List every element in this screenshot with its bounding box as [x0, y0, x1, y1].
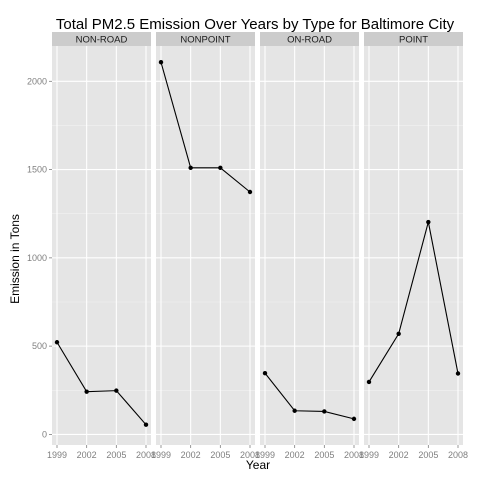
- panel-point: POINT 1999 2002 2005 2008: [359, 32, 468, 460]
- series-line: [368, 221, 459, 383]
- panel-nonpoint: NONPOINT 1999 2002 2005 2008: [151, 32, 260, 460]
- series-line: [264, 372, 355, 420]
- data-point: [262, 370, 268, 376]
- facet-strip-label: POINT: [399, 35, 428, 46]
- panel-non-road: NON-ROAD 1999 2002 2005 2008: [47, 32, 156, 460]
- x-tick-label: 2005: [106, 450, 126, 460]
- facet-strip: [52, 32, 151, 46]
- data-point: [114, 388, 119, 393]
- y-axis: 0 500 1000 1500 2000: [27, 76, 52, 439]
- series-line: [56, 341, 147, 426]
- x-tick-label: 1999: [151, 450, 171, 460]
- x-tick-label: 1999: [359, 450, 379, 460]
- x-tick-label: 1999: [47, 450, 67, 460]
- x-tick-label: 2002: [77, 450, 97, 460]
- y-tick-label: 2000: [27, 76, 47, 86]
- data-point: [396, 331, 401, 336]
- data-point: [143, 422, 149, 427]
- y-tick-label: 500: [32, 341, 47, 351]
- data-point: [218, 165, 223, 171]
- x-tick-label: 2008: [136, 450, 156, 460]
- y-axis-title: Emission in Tons: [8, 214, 22, 304]
- x-tick-label: 2008: [448, 450, 468, 460]
- y-tick-label: 1500: [27, 165, 47, 175]
- data-point: [158, 60, 164, 65]
- facet-strip-label: ON-ROAD: [287, 35, 332, 46]
- panels-layer: NON-ROAD 1999 2002 2005 2008 NONPOINT 1999 2002…: [47, 32, 468, 460]
- x-tick-label: 2005: [210, 450, 230, 460]
- panel-background: [52, 46, 151, 445]
- data-point: [247, 189, 253, 195]
- series-line: [160, 62, 251, 193]
- facet-strip: [156, 32, 255, 46]
- data-point: [366, 379, 372, 385]
- x-tick-label: 2002: [181, 450, 201, 460]
- data-point: [84, 389, 89, 394]
- data-point: [292, 408, 297, 413]
- panel-on-road: ON-ROAD 1999 2002 2005 2008: [255, 32, 364, 460]
- x-tick-label: 2005: [418, 450, 438, 460]
- data-point: [426, 219, 431, 225]
- facet-strip: [260, 32, 359, 46]
- data-point: [54, 340, 60, 345]
- panel-background: [260, 46, 359, 445]
- chart-title: Total PM2.5 Emission Over Years by Type …: [56, 16, 455, 33]
- facet-strip-label: NONPOINT: [180, 35, 230, 46]
- panel-background: [156, 46, 255, 445]
- y-tick-label: 1000: [27, 253, 47, 263]
- panel-background: [364, 46, 463, 445]
- data-point: [351, 416, 357, 422]
- x-tick-label: 2008: [344, 450, 364, 460]
- data-point: [188, 165, 193, 171]
- x-tick-label: 2002: [389, 450, 409, 460]
- data-point: [322, 409, 327, 414]
- x-tick-label: 2008: [240, 450, 260, 460]
- y-tick-label: 0: [42, 429, 47, 439]
- x-tick-label: 2002: [285, 450, 305, 460]
- facet-strip: [364, 32, 463, 46]
- facet-strip-label: NON-ROAD: [76, 35, 128, 46]
- data-point: [455, 371, 461, 376]
- x-tick-label: 2005: [314, 450, 334, 460]
- x-axis-title: Year: [246, 458, 270, 472]
- x-tick-label: 1999: [255, 450, 275, 460]
